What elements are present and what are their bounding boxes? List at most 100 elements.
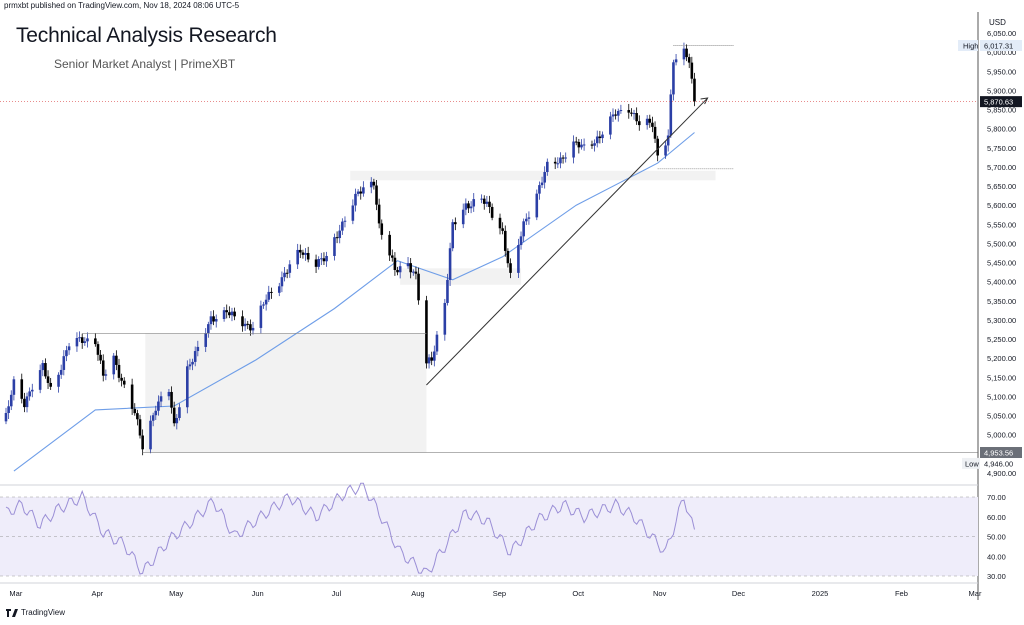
rsi-tick-label: 30.00 [987,572,1006,581]
candle-body [611,114,615,117]
time-tick-label: 2025 [812,589,829,598]
candle-body [369,181,373,188]
candle-body [509,263,512,273]
price-tick-label: 5,500.00 [987,239,1016,248]
candle-body [435,334,439,352]
candle-body [354,193,357,206]
candle-body [20,379,24,399]
candle-body [540,182,544,186]
candle-body [4,412,8,422]
candle-body [7,406,10,413]
price-tick-label: 5,050.00 [987,412,1016,421]
candle-body [635,113,638,122]
candle-body [65,350,68,357]
candle-body [388,234,391,256]
candle-body [574,141,578,143]
high-name-tag [958,40,978,52]
tradingview-brand[interactable]: TradingView [6,608,65,617]
candle-body [425,300,428,364]
price-tick-label: 5,900.00 [987,86,1016,95]
candle-body [191,361,194,365]
candle-body [674,59,678,63]
candle-body [141,435,144,450]
candle-body [490,206,494,218]
candle-body [301,252,305,255]
candle-body [446,279,449,303]
tradingview-logo-icon [6,608,18,617]
candle-body [411,271,415,273]
low-line-price-label: 4,953.56 [984,449,1013,458]
candle-body [414,271,418,274]
candle-body [133,408,137,414]
price-tick-label: 5,300.00 [987,316,1016,325]
candle-body [80,337,84,343]
candle-body [664,145,667,156]
time-tick-label: Nov [653,589,667,598]
candle-body [595,136,599,144]
candle-body [186,366,189,408]
candle-body [580,144,583,148]
candle-body [120,377,123,381]
price-tick-label: 5,850.00 [987,106,1016,115]
candle-body [488,201,491,207]
candle-body [38,370,42,390]
candle-body [280,277,284,287]
time-tick-label: Apr [92,589,104,598]
candle-body [501,228,504,231]
candle-body [317,259,320,267]
price-tick-label: 5,650.00 [987,182,1016,191]
candle-body [151,415,155,421]
candle-body [83,341,87,343]
candle-body [616,110,620,116]
price-tick-label: 5,600.00 [987,201,1016,210]
candle-body [251,327,255,331]
candle-body [57,374,60,387]
trendline-arrowhead [700,97,709,105]
candle-body [377,204,381,224]
candle-body [283,272,286,278]
high-name-label: High [963,42,978,51]
time-tick-label: Mar [9,589,22,598]
candle-body [75,338,79,347]
candle-body [41,363,45,371]
candle-body [390,255,394,258]
candle-body [351,205,355,221]
candle-body [285,272,289,274]
candle-body [362,187,365,194]
candle-body [67,346,71,351]
time-tick-label: Sep [493,589,506,598]
price-tick-label: 5,100.00 [987,392,1016,401]
price-tick-label: 5,350.00 [987,297,1016,306]
candle-body [687,57,691,63]
candle-body [343,220,347,222]
candle-body [159,396,163,402]
candle-body [406,263,410,267]
candle-body [645,118,649,126]
candle-body [196,346,200,352]
candle-body [651,122,654,127]
candle-body [538,185,541,194]
trendline-layer [0,45,978,453]
candle-body [44,363,47,377]
rsi-line [5,482,695,575]
price-tick-label: 5,400.00 [987,278,1016,287]
rsi-tick-label: 60.00 [987,513,1006,522]
candle-body [637,121,641,126]
demand-zone [145,333,427,453]
candle-body [448,248,452,280]
candle-body [359,191,363,194]
candle-body [498,217,502,229]
candle-body [517,245,520,273]
price-tick-label: 5,550.00 [987,220,1016,229]
current-price-tag [980,96,1022,108]
low-name-label: Low [965,459,979,468]
candle-body [214,319,218,322]
candle-body [104,374,108,376]
zone-layer [145,170,716,453]
candle-body [630,112,633,114]
time-tick-label: Feb [895,589,908,598]
candle-body [451,222,455,249]
low-name-tag [962,457,980,469]
candle-body [522,221,525,237]
